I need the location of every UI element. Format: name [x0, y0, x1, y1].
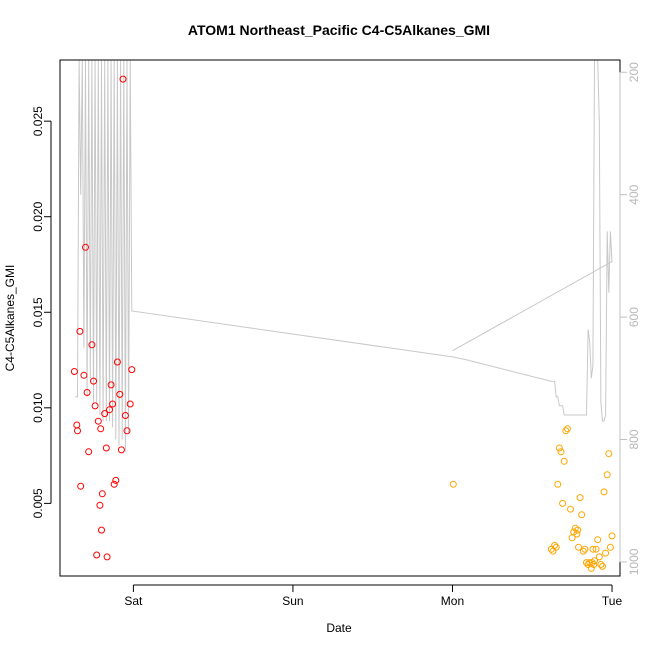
data-point-2 — [595, 553, 603, 561]
data-point-1 — [96, 501, 104, 509]
data-point-2 — [599, 562, 606, 570]
data-point-1 — [76, 327, 84, 335]
data-point-1 — [107, 381, 115, 389]
data-point-2 — [597, 561, 605, 568]
data-point-2 — [594, 536, 602, 544]
data-point-1 — [90, 377, 97, 385]
data-point-2 — [554, 480, 562, 488]
data-point-2 — [559, 499, 567, 507]
data-point-1 — [77, 482, 85, 490]
y-tick-label: 0.015 — [31, 297, 45, 327]
points-layer — [70, 75, 616, 572]
data-point-1 — [109, 400, 117, 408]
y-tick-label: 0.010 — [31, 392, 45, 422]
plot-frame — [59, 59, 621, 577]
x-axis: Sat Sun Mon Tue — [124, 584, 623, 608]
data-point-1 — [121, 412, 129, 419]
data-point-2 — [603, 471, 611, 479]
data-point-2 — [578, 511, 586, 519]
data-point-2 — [573, 530, 581, 538]
data-point-2 — [562, 427, 570, 435]
data-point-2 — [552, 543, 560, 551]
data-point-1 — [98, 490, 106, 498]
data-point-1 — [123, 427, 131, 435]
data-point-1 — [74, 427, 81, 435]
data-point-1 — [88, 341, 96, 349]
data-point-1 — [73, 421, 81, 429]
data-point-2 — [563, 425, 571, 433]
data-point-2 — [567, 505, 574, 513]
x-tick-label: Sat — [124, 594, 143, 608]
data-point-1 — [106, 406, 113, 414]
data-point-2 — [592, 545, 600, 553]
data-point-2 — [591, 557, 598, 565]
data-point-2 — [449, 480, 457, 488]
data-point-1 — [113, 358, 121, 366]
data-point-1 — [128, 366, 136, 374]
data-point-2 — [551, 541, 559, 549]
y-axis: 0.005 0.010 0.015 0.020 0.025 — [31, 106, 52, 518]
x-tick-label: Tue — [602, 594, 623, 608]
data-point-1 — [103, 553, 111, 561]
data-point-1 — [102, 444, 110, 452]
data-point-2 — [605, 450, 613, 458]
data-point-1 — [82, 243, 89, 251]
data-point-1 — [97, 425, 105, 433]
data-point-2 — [590, 561, 598, 568]
data-point-1 — [83, 389, 91, 396]
data-point-1 — [126, 400, 134, 408]
data-point-1 — [80, 371, 88, 379]
data-point-1 — [117, 446, 125, 454]
y-tick-label: 0.020 — [31, 201, 45, 231]
x-axis-title: Date — [326, 621, 352, 635]
data-point-1 — [112, 476, 120, 484]
altitude-line — [75, 59, 613, 452]
data-point-2 — [600, 488, 608, 496]
data-point-2 — [581, 545, 589, 553]
data-point-1 — [98, 526, 105, 534]
data-point-2 — [560, 457, 568, 465]
data-point-2 — [555, 444, 563, 452]
data-point-2 — [575, 543, 582, 551]
data-point-1 — [91, 402, 99, 410]
y-tick-label: 0.025 — [31, 106, 45, 136]
data-point-2 — [589, 545, 597, 553]
data-point-1 — [110, 480, 118, 488]
right-tick-label: 1000 — [627, 548, 641, 575]
data-point-1 — [94, 417, 102, 425]
data-point-2 — [579, 547, 587, 555]
right-tick-label: 200 — [627, 62, 641, 82]
data-point-2 — [576, 494, 584, 502]
right-tick-label: 400 — [627, 184, 641, 204]
x-tick-label: Mon — [441, 594, 464, 608]
chart-title: ATOM1 Northeast_Pacific C4-C5Alkanes_GMI — [188, 22, 490, 38]
data-point-1 — [85, 448, 93, 456]
data-point-2 — [608, 532, 616, 540]
data-point-2 — [557, 448, 565, 456]
y-tick-label: 0.005 — [31, 488, 45, 518]
right-axis: 200 400 600 800 1000 — [619, 62, 641, 575]
x-tick-label: Sun — [282, 594, 303, 608]
data-point-2 — [602, 549, 610, 557]
data-point-2 — [606, 543, 614, 551]
data-point-2 — [574, 526, 582, 534]
y-axis-title: C4-C5Alkanes_GMI — [3, 265, 17, 372]
data-point-1 — [93, 551, 101, 559]
right-tick-label: 600 — [627, 307, 641, 327]
altitude-layer — [75, 59, 613, 452]
data-point-1 — [119, 75, 127, 83]
data-point-1 — [101, 410, 109, 418]
data-point-1 — [116, 390, 124, 398]
data-point-1 — [70, 368, 78, 375]
right-tick-label: 800 — [627, 429, 641, 449]
